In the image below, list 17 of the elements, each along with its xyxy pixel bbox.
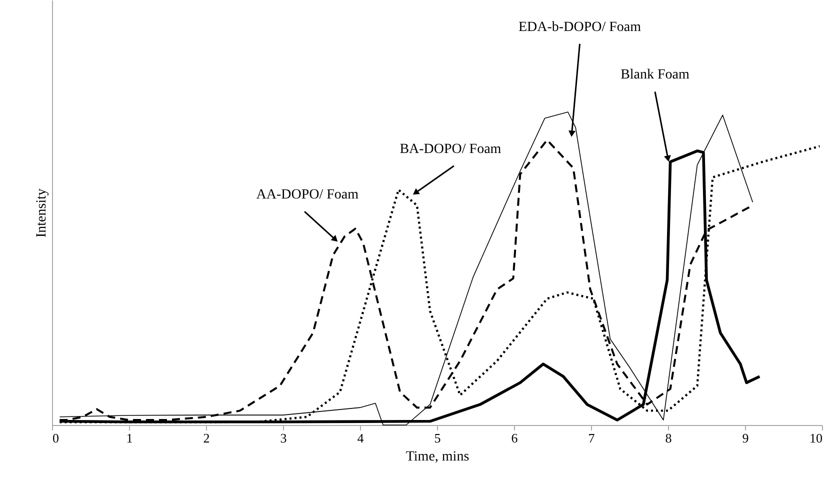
x-tick-label: 4 xyxy=(357,430,364,446)
x-tick-label: 7 xyxy=(588,430,596,446)
x-tick-label: 5 xyxy=(434,430,441,446)
x-tick-label: 10 xyxy=(810,430,822,446)
x-tick-label: 9 xyxy=(742,430,749,446)
y-axis-title: Intensity xyxy=(34,188,50,238)
annotation: BA-DOPO/ Foam xyxy=(400,142,502,157)
annotation: Blank Foam xyxy=(620,68,690,83)
annotation: EDA-b-DOPO/ Foam xyxy=(518,20,642,35)
x-tick-label: 3 xyxy=(280,430,287,446)
x-tick-label: 6 xyxy=(511,430,518,446)
x-tick-label: 2 xyxy=(203,430,210,446)
x-axis-title: Time, mins xyxy=(406,450,470,464)
x-tick-label: 1 xyxy=(126,430,133,446)
x-tick-label: 0 xyxy=(52,430,59,446)
annotation: AA-DOPO/ Foam xyxy=(256,188,359,203)
x-tick-label: 8 xyxy=(665,430,672,446)
